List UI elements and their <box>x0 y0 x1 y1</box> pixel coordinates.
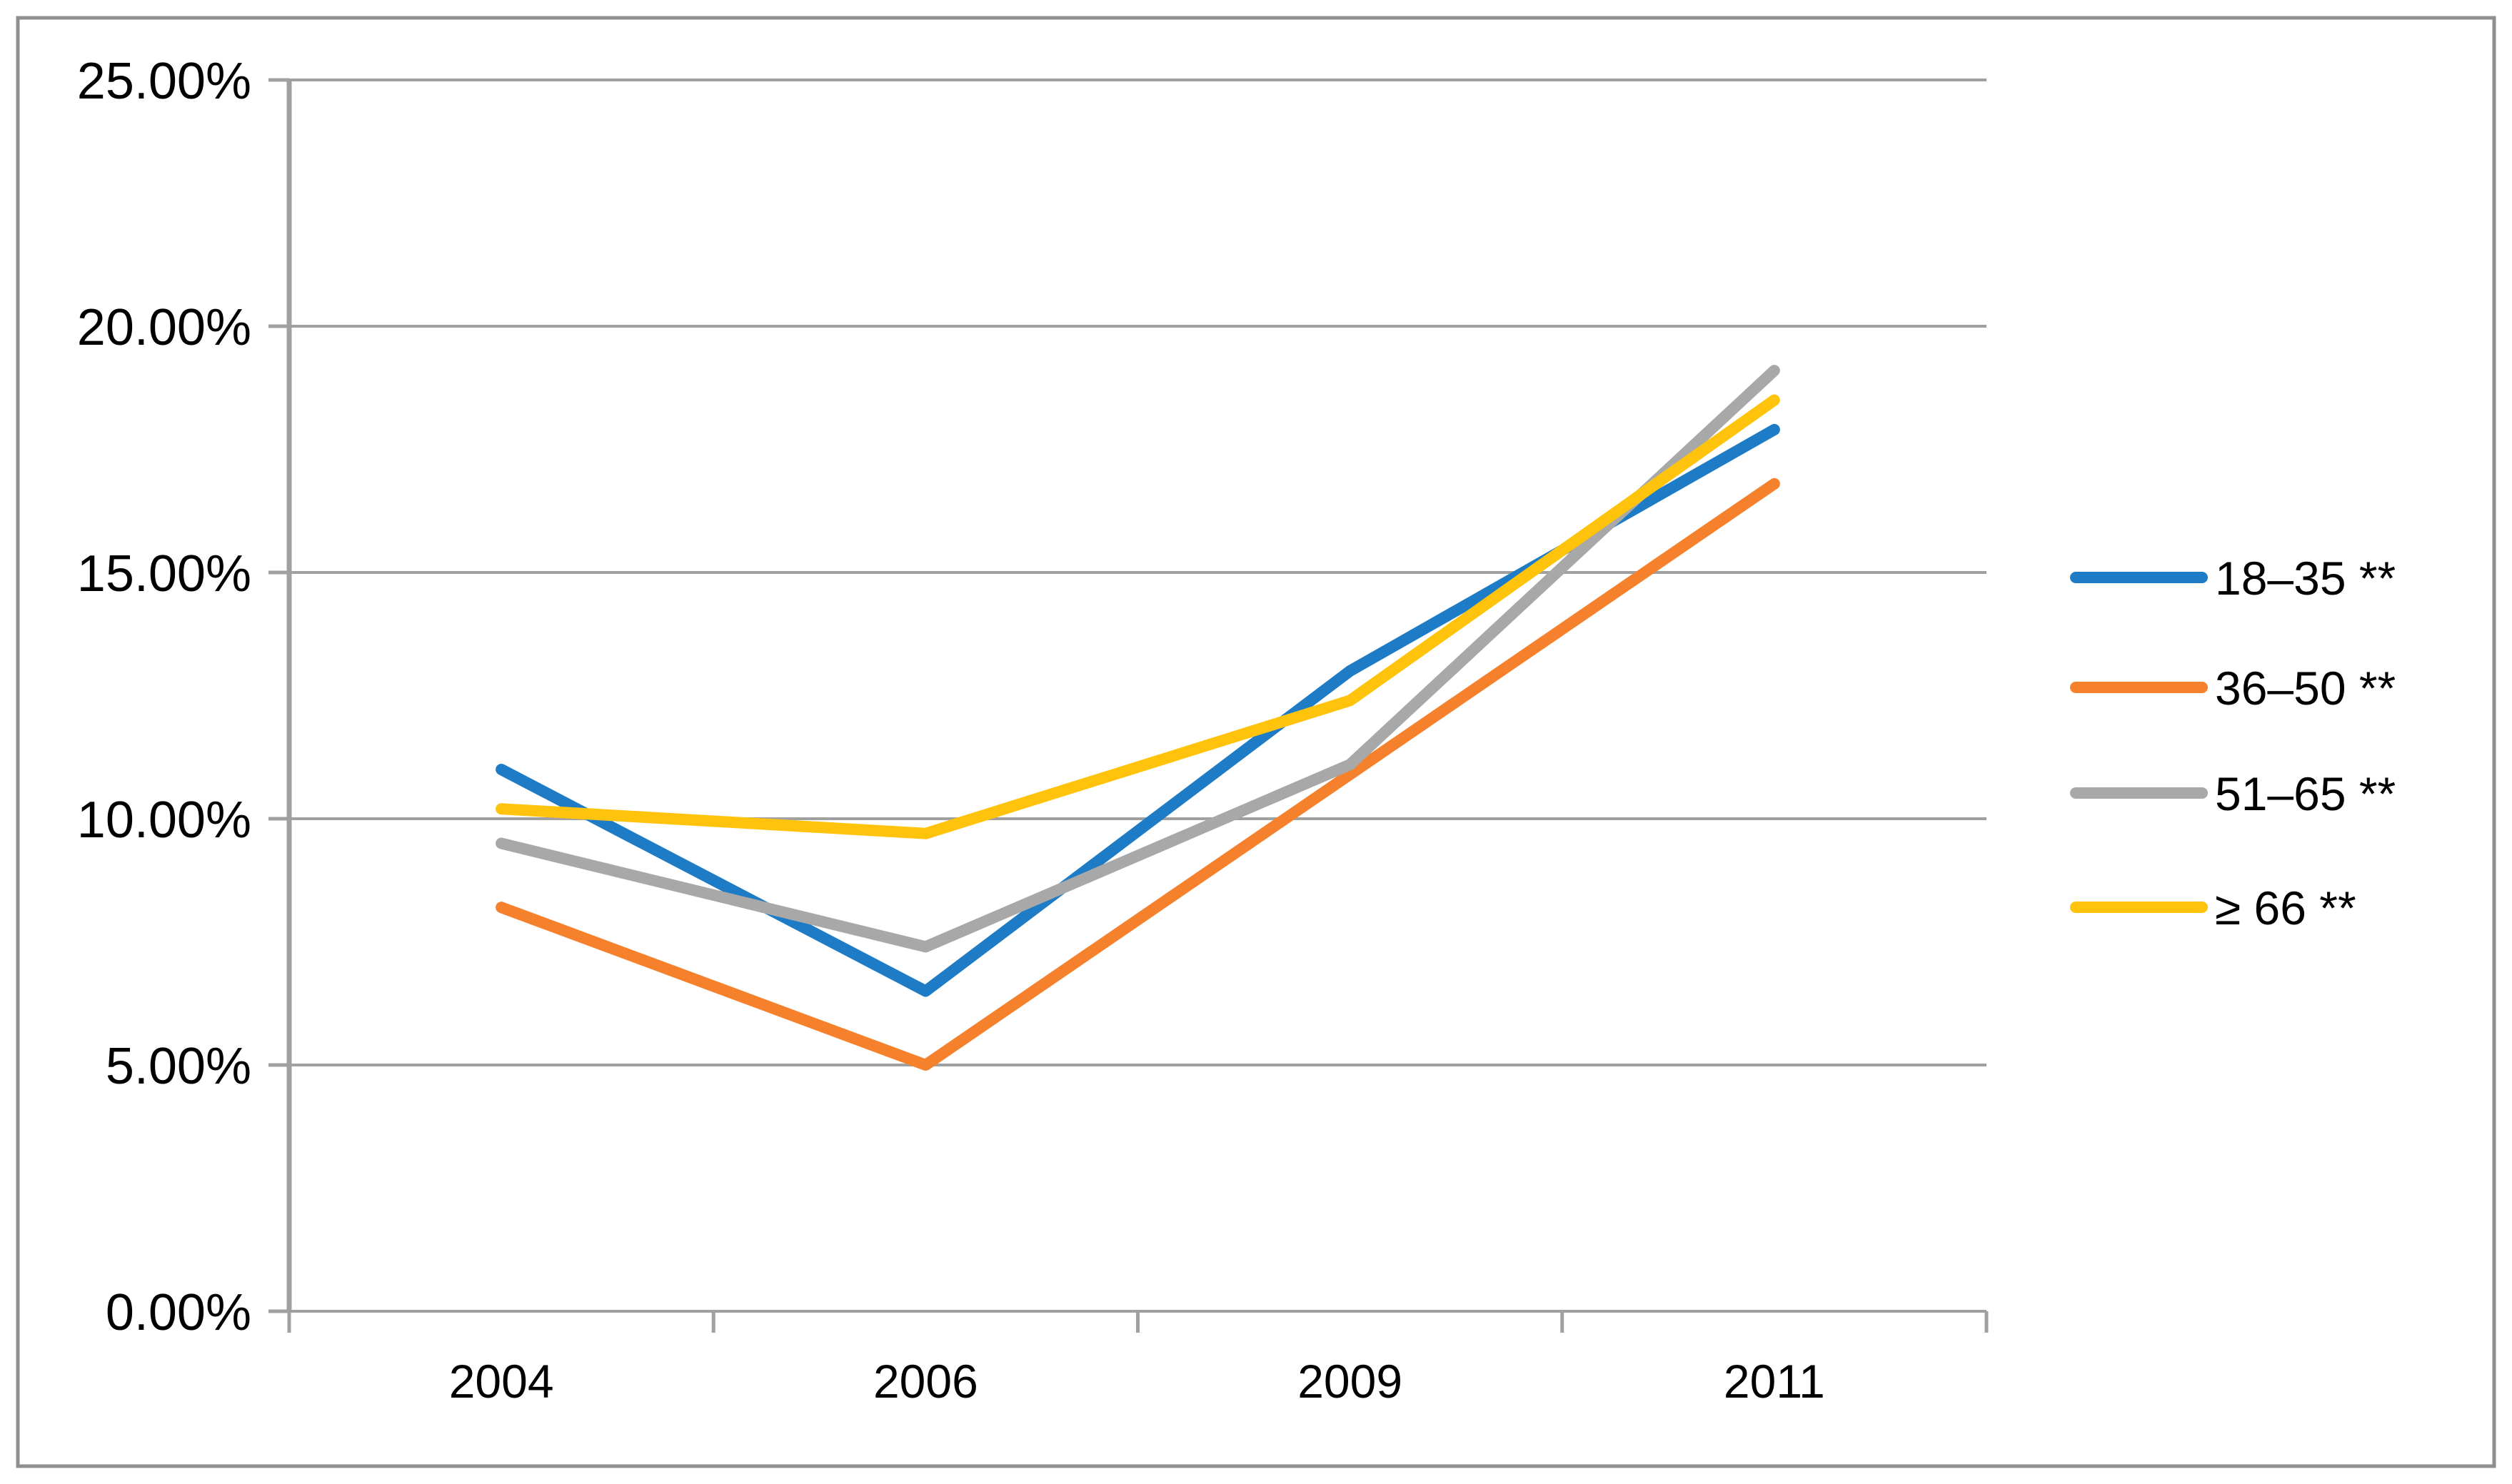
x-tick-label: 2009 <box>1297 1355 1402 1408</box>
y-tick-label: 5.00% <box>106 1038 251 1095</box>
legend-label: 36–50 ** <box>2215 662 2396 715</box>
series-line-51-65 <box>496 365 1780 953</box>
legend-item: 36–50 ** <box>2070 662 2396 715</box>
series-line-ge-66 <box>496 394 1780 839</box>
chart-outer-border <box>16 16 2496 1468</box>
legend-label: 51–65 ** <box>2215 767 2396 820</box>
series-group <box>496 365 1780 1071</box>
legend-label: ≥ 66 ** <box>2215 882 2356 934</box>
x-tick-label: 2006 <box>873 1355 978 1408</box>
x-tick-label: 2011 <box>1724 1355 1825 1408</box>
legend-item: ≥ 66 ** <box>2070 882 2356 934</box>
y-tick-label: 25.00% <box>77 53 251 110</box>
gridlines-group: 0.00% 5.00% 10.00% 15.00% 20.00% 25.00% <box>77 53 1986 1341</box>
legend: 18–35 ** 36–50 ** 51–65 ** ≥ 66 ** <box>2070 552 2396 934</box>
legend-item: 18–35 ** <box>2070 552 2396 605</box>
y-tick-label: 15.00% <box>77 545 251 602</box>
x-axis-group: 2004 2006 2009 2011 <box>287 1311 1989 1408</box>
y-tick-label: 10.00% <box>77 792 251 849</box>
series-line-36-50 <box>496 478 1780 1071</box>
legend-item: 51–65 ** <box>2070 767 2396 820</box>
y-tick-label: 20.00% <box>77 299 251 356</box>
legend-label: 18–35 ** <box>2215 552 2396 605</box>
y-tick-label: 0.00% <box>106 1284 251 1341</box>
x-tick-label: 2004 <box>449 1355 554 1408</box>
